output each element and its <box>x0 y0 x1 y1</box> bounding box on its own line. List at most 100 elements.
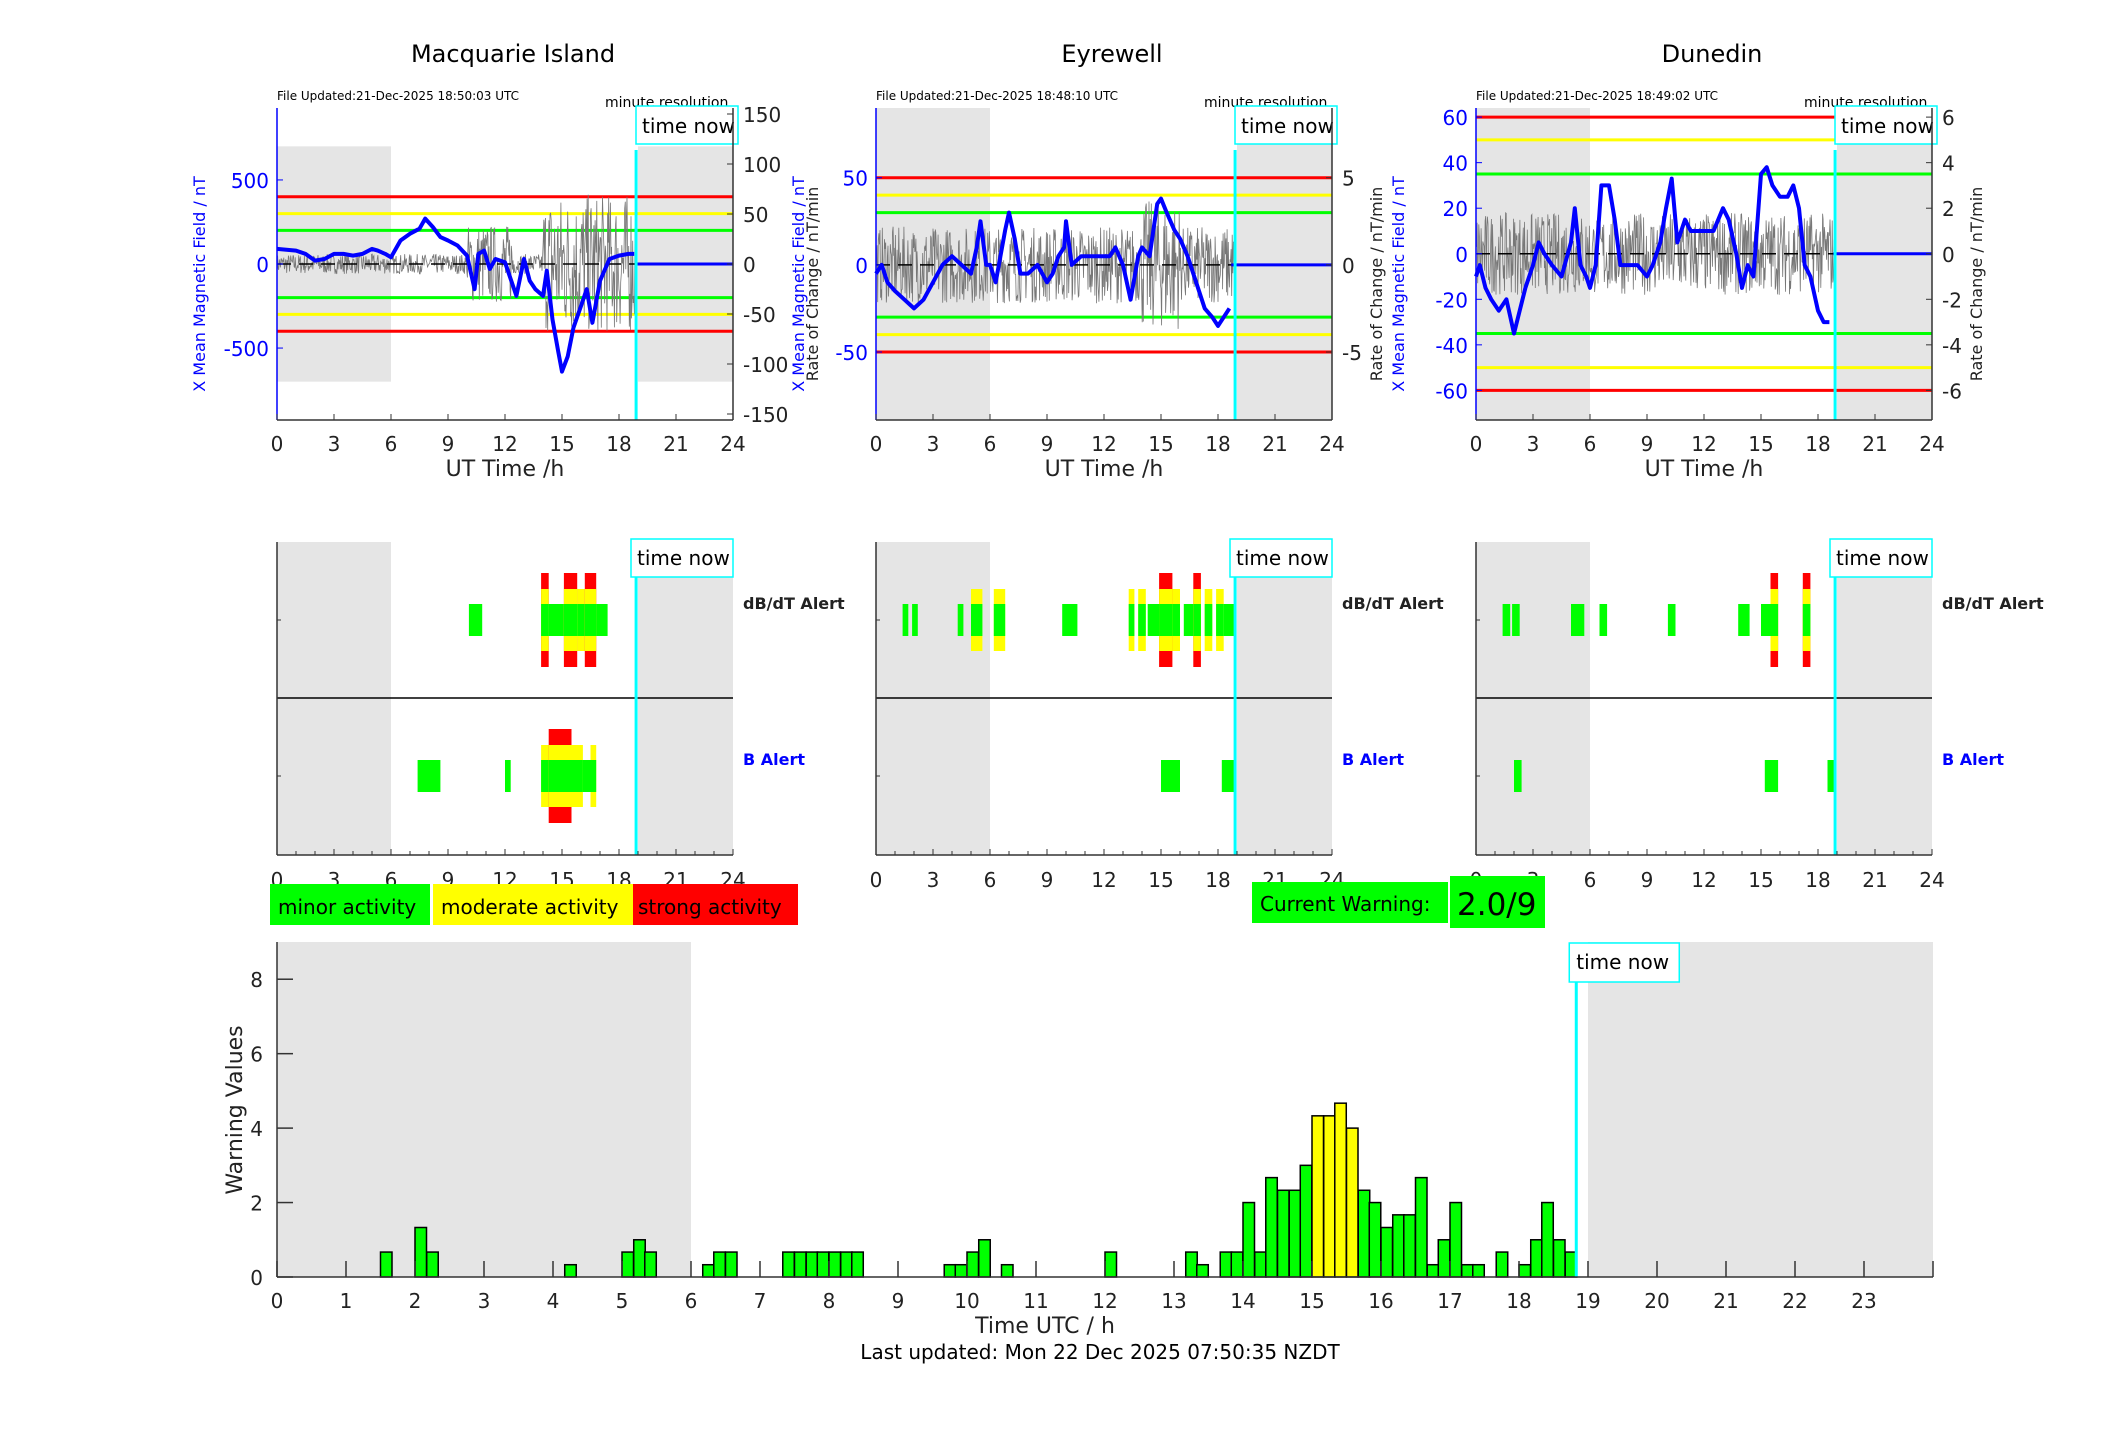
dbdt-alert-minor-bar <box>563 604 578 636</box>
x-tick-label: 15 <box>1299 1289 1324 1313</box>
warning-bar <box>816 1251 830 1278</box>
dbdt-alert-minor-bar <box>1667 604 1676 636</box>
dbdt-alert-minor-bar <box>957 604 964 636</box>
right-y-tick-label: -150 <box>743 403 788 427</box>
dbdt-alert-minor-bar <box>541 604 549 636</box>
station-plot-eyrewell: Eyrewell File Updated:21-Dec-2025 18:48:1… <box>789 40 1386 482</box>
x-tick-label: 9 <box>442 432 455 456</box>
b-alert-minor-bar <box>541 760 549 792</box>
x-tick-label: 6 <box>385 432 398 456</box>
dbdt-alert-minor-bar <box>468 604 483 636</box>
x-tick-label: 9 <box>1041 432 1054 456</box>
b-alert-minor-bar <box>582 760 591 792</box>
warning-bar <box>805 1251 819 1278</box>
x-tick-label: 17 <box>1437 1289 1462 1313</box>
left-y-tick-label: -50 <box>835 341 868 365</box>
warning-bar <box>1276 1189 1290 1278</box>
left-y-axis-label: X Mean Magnetic Field / nT <box>190 176 209 392</box>
b-alert-minor-bar <box>1161 760 1180 792</box>
b-alert-minor-bar <box>1221 760 1236 792</box>
x-tick-label: 12 <box>492 432 517 456</box>
x-tick-label: 12 <box>1091 432 1116 456</box>
x-tick-label: 18 <box>1205 432 1230 456</box>
warning-bar <box>379 1251 393 1278</box>
x-axis-label: UT Time /h <box>1645 457 1764 482</box>
file-updated-text: File Updated:21-Dec-2025 18:48:10 UTC <box>876 89 1118 103</box>
warning-bar <box>1368 1201 1382 1278</box>
warning-bar <box>1460 1263 1474 1278</box>
night-shading <box>277 942 691 1277</box>
right-y-tick-label: 6 <box>1942 106 1955 130</box>
warning-bar <box>977 1239 991 1278</box>
rate-of-change-trace <box>276 194 636 331</box>
mean-field-trace <box>276 216 635 374</box>
time-now-label: time now <box>1576 950 1669 974</box>
warning-bar <box>1104 1251 1118 1278</box>
right-y-tick-label: -6 <box>1942 379 1962 403</box>
dbdt-alert-minor-bar <box>1147 604 1160 636</box>
left-y-axis-label: X Mean Magnetic Field / nT <box>1389 176 1408 392</box>
warning-bar <box>1253 1251 1267 1278</box>
warning-bar <box>1357 1189 1371 1278</box>
b-alert-minor-bar <box>548 760 572 792</box>
warning-bar <box>1541 1201 1555 1278</box>
dbdt-alert-minor-bar <box>902 604 909 636</box>
x-tick-label: 12 <box>1691 868 1716 892</box>
b-alert-minor-bar <box>571 760 583 792</box>
file-updated-text: File Updated:21-Dec-2025 18:50:03 UTC <box>277 89 519 103</box>
station-magnetic-field-plots: Macquarie Island File Updated:21-Dec-2025… <box>190 40 1986 482</box>
station-title: Dunedin <box>1662 40 1763 68</box>
x-tick-label: 18 <box>1805 868 1830 892</box>
dbdt-alert-minor-bar <box>1761 604 1771 636</box>
x-tick-label: 9 <box>892 1289 905 1313</box>
b-alert-label: B Alert <box>1342 750 1404 769</box>
dbdt-alert-minor-bar <box>971 604 983 636</box>
dbdt-alert-minor-bar <box>1738 604 1750 636</box>
right-y-tick-label: -50 <box>743 303 776 327</box>
current-warning-value-box <box>1450 876 1545 928</box>
dbdt-alert-minor-bar <box>1138 604 1146 636</box>
warning-bar <box>1403 1214 1417 1278</box>
warning-bar <box>1472 1263 1486 1278</box>
right-y-tick-label: 0 <box>1942 243 1955 267</box>
x-tick-label: 6 <box>984 868 997 892</box>
warning-bar <box>1495 1251 1509 1278</box>
dbdt-alert-minor-bar <box>1512 604 1520 636</box>
dbdt-alert-minor-bar <box>1802 604 1811 636</box>
x-tick-label: 12 <box>1091 868 1116 892</box>
right-y-tick-label: 5 <box>1342 167 1355 191</box>
legend-minor-label: minor activity <box>278 895 416 919</box>
dbdt-alert-minor-bar <box>1571 604 1585 636</box>
b-alert-minor-bar <box>1514 760 1522 792</box>
x-tick-label: 11 <box>1023 1289 1048 1313</box>
x-tick-label: 15 <box>1748 868 1773 892</box>
warning-bar <box>1518 1263 1532 1278</box>
warning-bar <box>1414 1176 1428 1278</box>
current-warning: Current Warning: 2.0/9 <box>1252 876 1545 928</box>
dbdt-alert-label: dB/dT Alert <box>1342 594 1444 613</box>
b-alert-minor-bar <box>590 760 597 792</box>
current-warning-label: Current Warning: <box>1260 892 1430 916</box>
dbdt-alert-minor-bar <box>577 604 585 636</box>
y-tick-label: 6 <box>250 1043 263 1067</box>
b-alert-label: B Alert <box>1942 750 2004 769</box>
left-y-tick-label: -500 <box>224 337 269 361</box>
warning-bar <box>1265 1176 1279 1278</box>
station-title: Macquarie Island <box>411 40 615 68</box>
night-shading <box>1588 942 1933 1277</box>
left-y-tick-label: 500 <box>231 169 269 193</box>
x-tick-label: 21 <box>1262 432 1287 456</box>
left-y-tick-label: 40 <box>1443 152 1468 176</box>
x-tick-label: 15 <box>1748 432 1773 456</box>
activity-legend: minor activity moderate activity strong … <box>270 884 798 925</box>
x-tick-label: 19 <box>1575 1289 1600 1313</box>
warning-bar <box>1242 1201 1256 1278</box>
right-y-axis-label: Rate of Change / nT/min <box>803 187 822 382</box>
x-tick-label: 0 <box>271 1289 284 1313</box>
footer-last-updated: Last updated: Mon 22 Dec 2025 07:50:35 N… <box>860 1340 1340 1364</box>
y-tick-label: 0 <box>250 1266 263 1290</box>
warning-bar <box>1299 1164 1313 1278</box>
dbdt-alert-minor-bar <box>1770 604 1779 636</box>
